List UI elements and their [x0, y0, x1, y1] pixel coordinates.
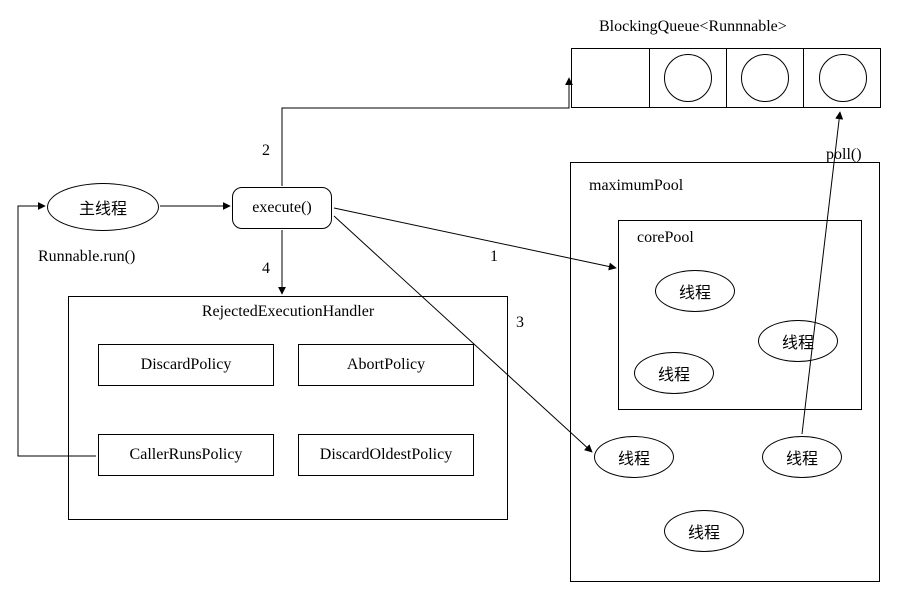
thread-label: 线程 — [782, 329, 814, 353]
thread-node: 线程 — [664, 510, 744, 552]
rejected-handler-box: RejectedExecutionHandler — [68, 296, 508, 520]
edge-execute-to-queue — [282, 78, 569, 186]
queue-slot-1 — [649, 49, 726, 107]
main-thread-label: 主线程 — [79, 195, 127, 219]
maximum-pool-title: maximumPool — [589, 177, 683, 195]
thread-node: 线程 — [762, 436, 842, 478]
execute-node: execute() — [232, 187, 332, 229]
abort-policy-box: AbortPolicy — [298, 344, 474, 386]
edge-label-4: 4 — [262, 260, 270, 278]
execute-label: execute() — [252, 199, 312, 217]
blocking-queue — [571, 48, 881, 108]
thread-node: 线程 — [634, 352, 714, 394]
blocking-queue-title: BlockingQueue<Runnnable> — [599, 18, 787, 36]
discard-oldest-policy-label: DiscardOldestPolicy — [320, 446, 452, 464]
discard-policy-box: DiscardPolicy — [98, 344, 274, 386]
thread-node: 线程 — [758, 320, 838, 362]
edge-label-2: 2 — [262, 142, 270, 160]
queue-item-circle — [819, 54, 867, 102]
runnable-run-label: Runnable.run() — [38, 248, 135, 266]
caller-runs-policy-label: CallerRunsPolicy — [130, 446, 243, 464]
edge-label-3: 3 — [516, 314, 524, 332]
queue-item-circle — [741, 54, 789, 102]
rejected-handler-title: RejectedExecutionHandler — [69, 303, 507, 321]
discard-policy-label: DiscardPolicy — [141, 356, 232, 374]
thread-label: 线程 — [786, 445, 818, 469]
caller-runs-policy-box: CallerRunsPolicy — [98, 434, 274, 476]
abort-policy-label: AbortPolicy — [347, 356, 425, 374]
queue-item-circle — [664, 54, 712, 102]
discard-oldest-policy-box: DiscardOldestPolicy — [298, 434, 474, 476]
thread-label: 线程 — [679, 279, 711, 303]
thread-label: 线程 — [618, 445, 650, 469]
edge-label-1: 1 — [490, 248, 498, 266]
thread-node: 线程 — [594, 436, 674, 478]
thread-label: 线程 — [688, 519, 720, 543]
queue-slot-0 — [572, 49, 649, 107]
thread-node: 线程 — [655, 270, 735, 312]
queue-slot-2 — [726, 49, 803, 107]
thread-label: 线程 — [658, 361, 690, 385]
main-thread-node: 主线程 — [47, 183, 159, 231]
core-pool-title: corePool — [637, 229, 694, 247]
queue-slot-3 — [803, 49, 882, 107]
